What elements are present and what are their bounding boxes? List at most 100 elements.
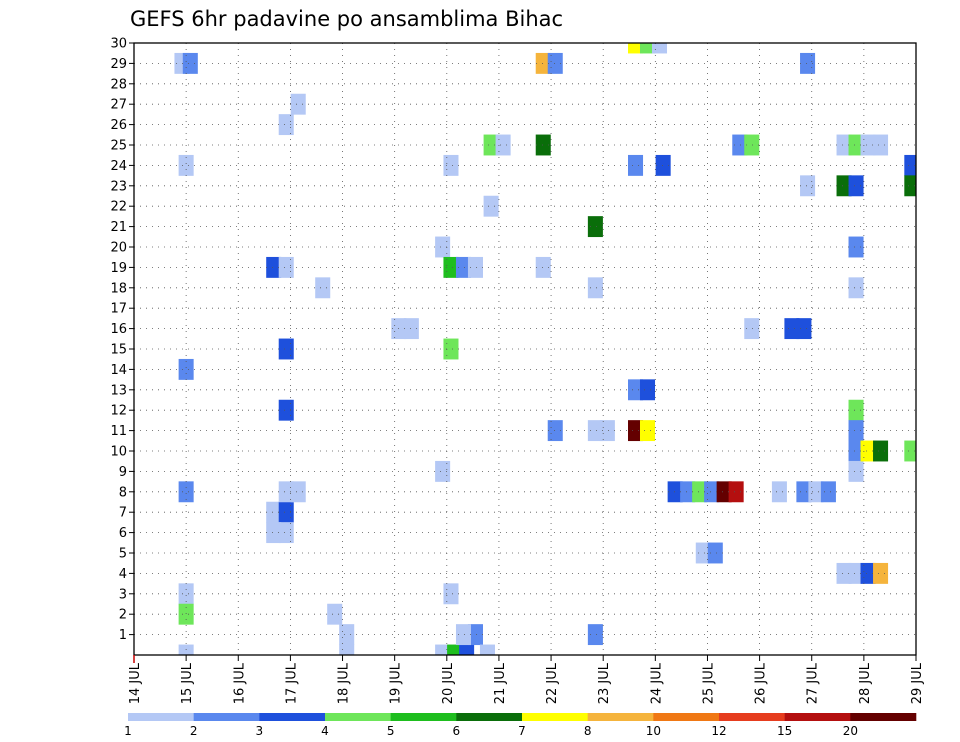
heatmap-cell — [266, 522, 282, 544]
axes-layer: 1234567891011121314151617181920212223242… — [110, 37, 925, 705]
heatmap-cell — [278, 338, 294, 360]
heatmap-cell — [639, 420, 656, 442]
x-tick-label: 18 JUL — [337, 662, 352, 704]
heatmap-cell — [848, 236, 864, 258]
heatmap-cell — [860, 134, 876, 156]
heatmap-cell — [315, 277, 331, 299]
x-tick-label: 21 JUL — [493, 662, 508, 704]
y-tick-label: 8 — [119, 485, 127, 500]
colorbar-swatch — [325, 713, 391, 721]
x-tick-label: 28 JUL — [858, 662, 873, 704]
y-tick-label: 14 — [110, 363, 127, 378]
heatmap-cell — [266, 256, 282, 278]
x-tick-label: 20 JUL — [441, 662, 456, 704]
heatmap-cell — [587, 420, 603, 442]
y-tick-label: 12 — [110, 404, 127, 419]
colorbar-swatch — [653, 713, 720, 721]
colorbar-label: 12 — [711, 724, 726, 738]
colorbar-swatch — [784, 713, 851, 721]
y-tick-label: 10 — [110, 445, 127, 460]
heatmap-cell — [547, 52, 563, 74]
colorbar-swatch — [850, 713, 917, 721]
x-tick-label: 24 JUL — [649, 662, 664, 704]
colorbar-swatch — [128, 713, 194, 721]
y-tick-label: 16 — [110, 322, 127, 337]
heatmap-cell — [704, 481, 720, 503]
heatmap-cell — [447, 644, 463, 655]
heatmap-cell — [587, 277, 603, 299]
heatmap-cell — [455, 624, 471, 646]
y-tick-label: 9 — [119, 465, 127, 480]
y-tick-label: 26 — [110, 118, 127, 133]
heatmap-cell — [836, 562, 852, 584]
heatmap-cell — [278, 522, 294, 544]
y-tick-label: 21 — [110, 220, 127, 235]
heatmap-cell — [628, 420, 644, 442]
x-tick-label: 22 JUL — [545, 662, 560, 704]
colorbar-label: 10 — [646, 724, 661, 738]
heatmap-cell — [628, 379, 644, 401]
heatmap-cell — [707, 542, 723, 564]
heatmap-cell — [178, 481, 194, 503]
heatmap-cell — [848, 562, 864, 584]
heatmap-cell — [290, 93, 306, 115]
heatmap-cell — [535, 134, 551, 156]
heatmap-cell — [744, 134, 760, 156]
grid-layer — [134, 43, 916, 655]
y-tick-label: 5 — [119, 547, 127, 562]
heatmap-cell — [873, 440, 889, 462]
heatmap-cell — [808, 481, 824, 503]
y-tick-label: 28 — [110, 77, 127, 92]
colorbar-swatch — [587, 713, 654, 721]
y-tick-label: 30 — [110, 37, 127, 52]
heatmap-cell — [178, 603, 194, 625]
heatmap-cell — [339, 624, 355, 646]
heatmap-cell — [848, 175, 864, 197]
heatmap-cell — [873, 562, 889, 584]
colorbar-label: 3 — [256, 724, 264, 738]
heatmap-cell — [182, 52, 198, 74]
heatmap-cell — [278, 501, 294, 523]
heatmap-cell — [848, 134, 864, 156]
heatmap-cell — [692, 481, 708, 503]
colorbar-label: 6 — [453, 724, 461, 738]
heatmap-cell — [535, 256, 551, 278]
heatmap-cell — [848, 420, 864, 442]
heatmap-cell — [796, 481, 812, 503]
heatmap-cell — [339, 644, 355, 655]
heatmap-cell — [873, 134, 889, 156]
y-tick-label: 7 — [119, 506, 127, 521]
heatmap-cell — [290, 481, 306, 503]
x-tick-label: 19 JUL — [389, 662, 404, 704]
colorbar-label: 5 — [387, 724, 395, 738]
y-tick-label: 27 — [110, 98, 127, 113]
heatmap-cell — [784, 318, 800, 340]
heatmap-cell — [178, 583, 194, 605]
y-tick-label: 18 — [110, 281, 127, 296]
y-tick-label: 19 — [110, 261, 127, 276]
heatmap-cell — [744, 318, 760, 340]
heatmap-cell — [443, 338, 459, 360]
y-tick-label: 25 — [110, 139, 127, 154]
colorbar-swatch — [193, 713, 260, 721]
x-tick-label: 27 JUL — [806, 662, 821, 704]
heatmap-cell — [327, 603, 343, 625]
y-tick-label: 20 — [110, 241, 127, 256]
heatmap-cell — [435, 236, 451, 258]
heatmap-cell — [459, 644, 475, 655]
heatmap-cell — [800, 175, 816, 197]
x-tick-label: 16 JUL — [232, 662, 247, 704]
heatmap-cell — [178, 154, 194, 176]
heatmap-cell — [667, 481, 683, 503]
heatmap-cell — [820, 481, 836, 503]
heatmap-cell — [796, 318, 812, 340]
heatmap-cell — [278, 256, 294, 278]
heatmap-cell — [860, 440, 876, 462]
colorbar-swatch — [390, 713, 457, 721]
y-tick-label: 15 — [110, 343, 127, 358]
y-tick-label: 2 — [119, 608, 127, 623]
heatmap-cell — [435, 460, 451, 482]
colorbar-swatch — [719, 713, 785, 721]
heatmap-cell — [651, 43, 668, 54]
